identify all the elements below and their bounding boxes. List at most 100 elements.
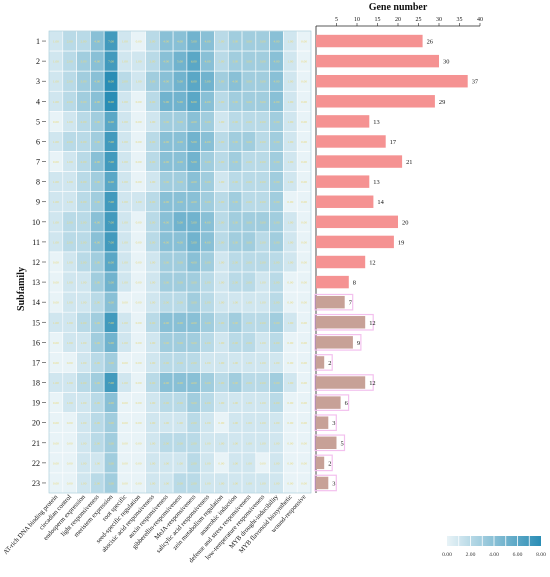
heatmap-cell-value: 0.00 [53, 481, 59, 485]
heatmap-cell-value: 0.00 [53, 421, 59, 425]
heatmap-cell-value: 8.00 [108, 80, 114, 84]
heatmap-cell-value: 2.00 [260, 160, 266, 164]
heatmap-cell-value: 2.00 [67, 100, 73, 104]
bar [316, 376, 366, 389]
heatmap-cell-value: 2.00 [218, 40, 224, 44]
heatmap-cell-value: 1.00 [205, 421, 211, 425]
heatmap-cell-value: 2.00 [218, 140, 224, 144]
heatmap-cell-value: 4.00 [232, 80, 238, 84]
subfamily-row-label: 4 [36, 97, 40, 106]
bar-value-label: 29 [439, 99, 445, 106]
heatmap-cell-value: 0.00 [67, 361, 73, 365]
heatmap-cell-value: 1.00 [163, 461, 169, 465]
subfamily-row-label: 7 [36, 158, 40, 167]
heatmap-cell-value: 4.00 [191, 321, 197, 325]
bar-value-label: 12 [369, 320, 375, 327]
heatmap-cell-value: 0.00 [301, 381, 307, 385]
heatmap-cell-value: 4.00 [205, 220, 211, 224]
heatmap-cell-value: 1.00 [149, 120, 155, 124]
heatmap-cell-value: 7.00 [108, 200, 114, 204]
heatmap-cell-value: 0.00 [301, 180, 307, 184]
heatmap-cell-value: 0.00 [301, 301, 307, 305]
heatmap-cell-value: 3.00 [205, 381, 211, 385]
heatmap-cell-value: 1.00 [122, 220, 128, 224]
heatmap-cell-value: 3.00 [260, 60, 266, 64]
heatmap-cell-value: 1.00 [287, 180, 293, 184]
heatmap-cell-value: 2.00 [218, 321, 224, 325]
heatmap-cell-value: 4.00 [94, 220, 100, 224]
heatmap-cell-value: 2.00 [246, 381, 252, 385]
heatmap-cell-value: 1.00 [274, 361, 280, 365]
heatmap-cell-value: 1.00 [67, 120, 73, 124]
bar [316, 155, 403, 168]
heatmap-cell-value: 4.00 [205, 140, 211, 144]
heatmap-cell-value: 1.00 [287, 381, 293, 385]
heatmap-cell-value: 4.00 [191, 261, 197, 265]
heatmap-cell-value: 3.00 [274, 180, 280, 184]
heatmap-cell-value: 3.00 [94, 381, 100, 385]
heatmap-cell-value: 0.00 [136, 301, 142, 305]
heatmap-cell-value: 1.00 [67, 180, 73, 184]
heatmap-cell-value: 1.00 [81, 461, 87, 465]
heatmap-cell-value: 0.00 [301, 281, 307, 285]
heatmap-cell-value: 3.00 [163, 281, 169, 285]
heatmap-cell-value: 1.00 [287, 140, 293, 144]
heatmap-cell-value: 7.00 [108, 60, 114, 64]
heatmap-cell-value: 2.00 [177, 301, 183, 305]
bar [316, 74, 468, 88]
heatmap-cell-value: 2.00 [149, 220, 155, 224]
bar-value-label: 3 [332, 420, 335, 427]
heatmap-cell-value: 0.00 [136, 180, 142, 184]
heatmap-cell-value: 5.00 [163, 100, 169, 104]
heatmap-cell-value: 1.00 [53, 240, 59, 244]
heatmap-cell-value: 2.00 [246, 261, 252, 265]
heatmap-cell-value: 0.00 [53, 281, 59, 285]
bar-highlight-frame [314, 434, 346, 452]
bar [316, 356, 325, 369]
heatmap-cell-value: 2.00 [232, 261, 238, 265]
heatmap-cell-value: 2.00 [149, 100, 155, 104]
heatmap-cell-value: 3.00 [274, 120, 280, 124]
heatmap-cell-value: 2.00 [81, 140, 87, 144]
colorbar-tick-label: 6.00 [513, 552, 523, 558]
heatmap-cell-value: 4.00 [163, 220, 169, 224]
heatmap-cell-value: 2.00 [67, 220, 73, 224]
heatmap-cell-value: 0.00 [287, 281, 293, 285]
heatmap-cell-value: 4.00 [163, 321, 169, 325]
heatmap-cell-value: 1.00 [81, 301, 87, 305]
heatmap-cell-value: 2.00 [218, 100, 224, 104]
heatmap-cell-value: 3.00 [274, 200, 280, 204]
heatmap-cell-value: 3.00 [94, 341, 100, 345]
heatmap-cell-value: 4.00 [177, 321, 183, 325]
heatmap-cell-value: 0.00 [136, 220, 142, 224]
heatmap-cell-value: 2.00 [246, 341, 252, 345]
heatmap-cell-value: 0.00 [136, 40, 142, 44]
heatmap-cell-value: 3.00 [232, 240, 238, 244]
heatmap-cell-value: 2.00 [149, 60, 155, 64]
heatmap-cell-value: 3.00 [274, 140, 280, 144]
heatmap-cell-value: 2.00 [149, 321, 155, 325]
bar-value-label: 20 [402, 219, 408, 226]
heatmap-cell-value: 0.00 [287, 421, 293, 425]
heatmap-cell-value: 0.00 [287, 441, 293, 445]
heatmap-cell-value: 1.00 [246, 481, 252, 485]
heatmap-cell-value: 0.00 [260, 461, 266, 465]
heatmap-cell-value: 1.00 [218, 301, 224, 305]
heatmap-cell-value: 3.00 [205, 200, 211, 204]
bar-x-tick-label: 30 [436, 17, 442, 23]
heatmap-cell-value: 4.00 [205, 60, 211, 64]
heatmap-cell-value: 0.00 [136, 441, 142, 445]
subfamily-row-label: 21 [32, 439, 40, 448]
heatmap-cell-value: 2.00 [232, 341, 238, 345]
heatmap-cell-value: 4.00 [94, 40, 100, 44]
heatmap-cell-value: 0.00 [136, 261, 142, 265]
heatmap-cell-value: 7.00 [108, 381, 114, 385]
heatmap-cell-value: 1.00 [149, 441, 155, 445]
heatmap-cell-value: 3.00 [177, 180, 183, 184]
heatmap-cell-value: 0.00 [122, 481, 128, 485]
heatmap-cell-value: 3.00 [94, 281, 100, 285]
heatmap-cell-value: 4.00 [94, 240, 100, 244]
heatmap-cell-value: 1.00 [149, 301, 155, 305]
heatmap-cell-value: 3.00 [246, 220, 252, 224]
